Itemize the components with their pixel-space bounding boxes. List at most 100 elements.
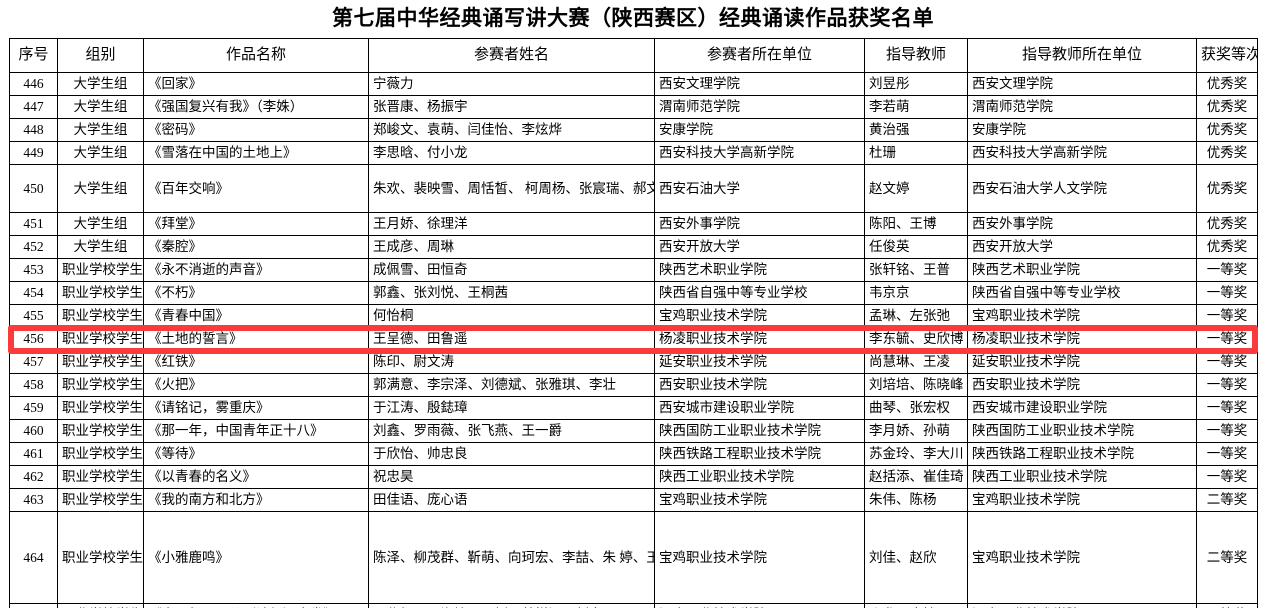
cell-seq: 447 xyxy=(9,95,58,119)
cell-tunit: 西安职业技术学院 xyxy=(967,373,1197,397)
cell-work: 《火把》 xyxy=(143,373,369,397)
table-row[interactable]: 458 职业学校学生 《火把》 郭满意、李宗泽、刘德斌、张雅琪、李壮 西安职业技术学院刘… xyxy=(9,373,1258,397)
cell-seq: 450 xyxy=(9,164,58,213)
cell-names: 王月娇、徐理洋 xyxy=(368,212,655,236)
cell-work: 《不朽》 xyxy=(143,281,369,305)
cell-seq: 459 xyxy=(9,396,58,420)
cell-award: 优秀奖 xyxy=(1196,72,1258,96)
cell-tutor: 朱伟、陈杨 xyxy=(864,488,968,512)
cell-tutor: 尚慧琳、王凌 xyxy=(864,350,968,374)
table-row[interactable]: 461 职业学校学生 《等待》 于欣怡、帅忠良 陕西铁路工程职业技术学院 苏金玲、李大川陕… xyxy=(9,442,1258,466)
cell-award: 二等奖 xyxy=(1196,511,1258,604)
cell-work: 《青春中国》 xyxy=(143,304,369,328)
cell-work: 《强国复兴有我》（李姝） xyxy=(143,95,369,119)
cell-names: 郭满意、李宗泽、刘德斌、张雅琪、李壮 xyxy=(368,373,655,397)
cell-group: 职业学校学生 xyxy=(57,258,144,282)
cell-tunit: 西安科技大学高新学院 xyxy=(967,141,1197,165)
cell-work: 《红铁》 xyxy=(143,350,369,374)
cell-names: 宁薇力 xyxy=(368,72,655,96)
cell-seq: 462 xyxy=(9,465,58,489)
cell-tunit: 西安石油大学人文学院 xyxy=(967,164,1197,213)
cell-seq: 465 xyxy=(9,603,58,608)
table-row[interactable]: 447 大学生组 《强国复兴有我》（李姝） 张晋康、杨振宇 渭南师范学院 李若萌 渭南师范学… xyxy=(9,95,1258,119)
cell-work: 《百年交响》 xyxy=(143,164,369,213)
table-body: 446 大学生组 《回家》 宁薇力 西安文理学院 刘昱彤 西安文理学院 优秀奖 447 大学生组《… xyxy=(9,72,1258,608)
cell-tutor: 张戈、余姣 xyxy=(864,603,968,608)
cell-names: 郑峻文、袁萌、闫佳怡、李炫烨 xyxy=(368,118,655,142)
cell-tunit: 陕西工业职业技术学院 xyxy=(967,465,1197,489)
table-row[interactable]: 449 大学生组 《雪落在中国的土地上》 李思晗、付小龙 西安科技大学高新学院 杜珊 西安科… xyxy=(9,141,1258,165)
cell-work: 《秦腔》 xyxy=(143,235,369,259)
cell-group: 大学生组 xyxy=(57,164,144,213)
cell-tunit: 陕西艺术职业学院 xyxy=(967,258,1197,282)
cell-seq: 453 xyxy=(9,258,58,282)
cell-tutor: 刘佳、赵欣 xyxy=(864,511,968,604)
cell-award: 一等奖 xyxy=(1196,419,1258,443)
table-row[interactable]: 462 职业学校学生 《以青春的名义》 祝忠昊 陕西工业职业技术学院 赵括添、崔佳琦 陕西工… xyxy=(9,465,1258,489)
cell-work: 《雪落在中国的土地上》 xyxy=(143,141,369,165)
page-title: 第七届中华经典诵写讲大赛（陕西赛区）经典诵读作品获奖名单 xyxy=(332,6,934,30)
cell-award: 优秀奖 xyxy=(1196,235,1258,259)
cell-seq: 464 xyxy=(9,511,58,604)
table-row[interactable]: 459 职业学校学生 《请铭记，雾重庆》 于江涛、殷鋕璋 西安城市建设职业学院 曲琴、张宏… xyxy=(9,396,1258,420)
cell-names: 于江涛、殷鋕璋 xyxy=(368,396,655,420)
column-header-award: 获奖等次 xyxy=(1196,38,1258,73)
cell-group: 职业学校学生 xyxy=(57,304,144,328)
cell-unit: 西安文理学院 xyxy=(654,72,865,96)
cell-unit: 陕西国防工业职业技术学院 xyxy=(654,419,865,443)
cell-group: 职业学校学生 xyxy=(57,396,144,420)
table-row[interactable]: 460 职业学校学生 《那一年，中国青年正十八》 刘鑫、罗雨薇、张飞燕、王一爵 陕西国防… xyxy=(9,419,1258,443)
cell-seq: 449 xyxy=(9,141,58,165)
cell-work: 《拜堂》 xyxy=(143,212,369,236)
column-header-tutor: 指导教师 xyxy=(864,38,968,73)
cell-unit: 西安科技大学高新学院 xyxy=(654,141,865,165)
cell-work: 《春日絮语：从〈诗经〉出发》 xyxy=(143,603,369,608)
cell-tunit: 宝鸡职业技术学院 xyxy=(967,304,1197,328)
cell-seq: 455 xyxy=(9,304,58,328)
cell-group: 职业学校学生 xyxy=(57,465,144,489)
cell-names: 祝忠昊 xyxy=(368,465,655,489)
cell-group: 大学生组 xyxy=(57,235,144,259)
cell-group: 大学生组 xyxy=(57,212,144,236)
table-row[interactable]: 446 大学生组 《回家》 宁薇力 西安文理学院 刘昱彤 西安文理学院 优秀奖 xyxy=(9,72,1258,96)
cell-unit: 宝鸡职业技术学院 xyxy=(654,488,865,512)
cell-names: 李思晗、付小龙 xyxy=(368,141,655,165)
cell-award: 优秀奖 xyxy=(1196,95,1258,119)
cell-award: 一等奖 xyxy=(1196,304,1258,328)
cell-group: 职业学校学生 xyxy=(57,442,144,466)
cell-tutor: 曲琴、张宏权 xyxy=(864,396,968,420)
table-row[interactable]: 456 职业学校学生 《土地的誓言》 王呈德、田鲁遥 杨凌职业技术学院 李东毓、史欣博 杨凌… xyxy=(9,327,1258,351)
table-row[interactable]: 450 大学生组 《百年交响》 朱欢、裴映雪、周恬皙、 柯周杨、张宸瑞、郝文溪 西安石油… xyxy=(9,164,1258,213)
table-row[interactable]: 453 职业学校学生 《永不消逝的声音》 成佩雪、田恒奇 陕西艺术职业学院 张轩铭、王普陕… xyxy=(9,258,1258,282)
table-row[interactable]: 457 职业学校学生 《红铁》 陈印、尉文涛 延安职业技术学院 尚慧琳、王凌 延安职业技术学… xyxy=(9,350,1258,374)
table-row[interactable]: 448 大学生组 《密码》 郑峻文、袁萌、闫佳怡、李炫烨 安康学院 黄治强 安康学院 优秀奖 xyxy=(9,118,1258,142)
table-row[interactable]: 454 职业学校学生 《不朽》 郭鑫、张刘悦、王桐茜 陕西省自强中等专业学校 韦京京 陕西省… xyxy=(9,281,1258,305)
cell-group: 职业学校学生 xyxy=(57,603,144,608)
table-header: 序号 组别 作品名称 参赛者姓名 参赛者所在单位 指导教师 指导教师所在单位 获奖等次 xyxy=(9,38,1258,73)
cell-tunit: 西安开放大学 xyxy=(967,235,1197,259)
cell-tutor: 陈阳、王博 xyxy=(864,212,968,236)
cell-work: 《土地的誓言》 xyxy=(143,327,369,351)
cell-group: 职业学校学生 xyxy=(57,419,144,443)
cell-tunit: 汉中职业技术学院 xyxy=(967,603,1197,608)
table-row[interactable]: 465职业学校学生《春日絮语：从〈诗经〉出发》王紫轩、王海锋、吴钊、姜悦源、刘家… xyxy=(9,603,1258,608)
cell-tunit: 渭南师范学院 xyxy=(967,95,1197,119)
table-row[interactable]: 452 大学生组 《秦腔》 王成彦、周琳 西安开放大学 任俊英 西安开放大学 优秀奖 xyxy=(9,235,1258,259)
cell-work: 《密码》 xyxy=(143,118,369,142)
cell-unit: 陕西铁路工程职业技术学院 xyxy=(654,442,865,466)
cell-unit: 宝鸡职业技术学院 xyxy=(654,511,865,604)
cell-group: 大学生组 xyxy=(57,95,144,119)
cell-tutor: 张轩铭、王普 xyxy=(864,258,968,282)
cell-group: 大学生组 xyxy=(57,141,144,165)
table-row[interactable]: 463 职业学校学生 《我的南方和北方》 田佳语、庞心语 宝鸡职业技术学院 朱伟、陈杨 宝鸡… xyxy=(9,488,1258,512)
cell-award: 一等奖 xyxy=(1196,373,1258,397)
cell-unit: 西安外事学院 xyxy=(654,212,865,236)
table-row[interactable]: 455 职业学校学生 《青春中国》 何怡桐 宝鸡职业技术学院 孟琳、左张弛 宝鸡职业技术学院… xyxy=(9,304,1258,328)
cell-unit: 陕西省自强中等专业学校 xyxy=(654,281,865,305)
table-row[interactable]: 451 大学生组 《拜堂》 王月娇、徐理洋 西安外事学院 陈阳、王博 西安外事学院 优秀奖 xyxy=(9,212,1258,236)
cell-seq: 457 xyxy=(9,350,58,374)
cell-unit: 西安城市建设职业学院 xyxy=(654,396,865,420)
cell-names: 田佳语、庞心语 xyxy=(368,488,655,512)
